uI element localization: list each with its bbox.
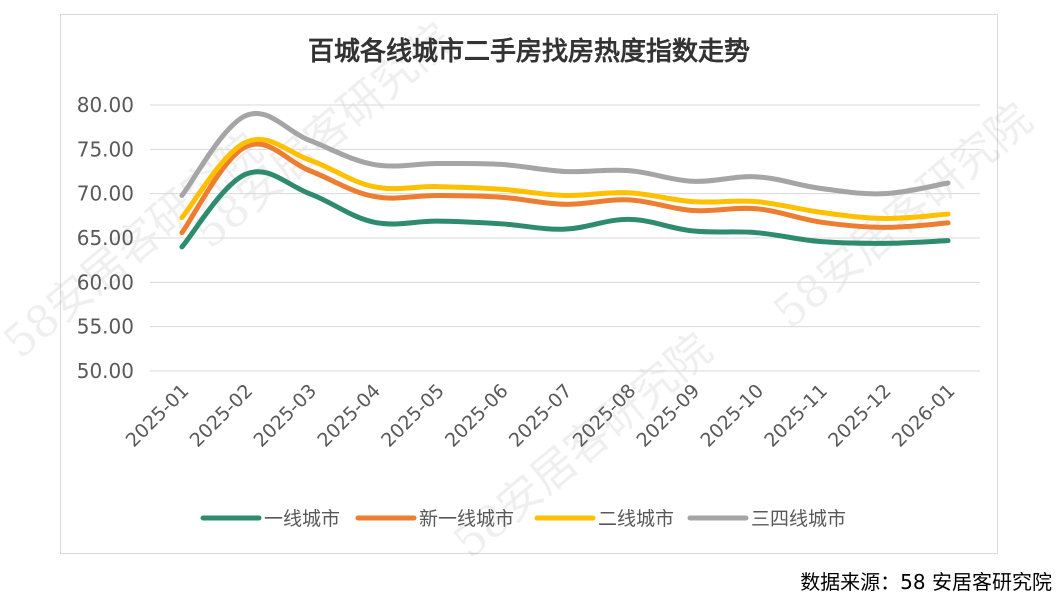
chart-frame [60,14,998,554]
y-tick-label: 80.00 [77,93,134,117]
series-line-4 [179,111,951,198]
y-tick-label: 75.00 [77,137,134,161]
x-tick-label: 2026-01 [888,380,960,452]
legend-label: 新一线城市 [419,508,514,530]
x-tick-label: 2025-02 [186,380,258,452]
x-tick-label: 2025-05 [377,380,449,452]
x-tick-label: 2025-11 [760,380,832,452]
y-tick-label: 55.00 [77,315,134,339]
y-tick-label: 65.00 [77,226,134,250]
series-layer [179,111,951,250]
y-tick-label: 60.00 [77,270,134,294]
y-tick-label: 70.00 [77,182,134,206]
series-line-2 [179,141,951,236]
x-tick-label: 2025-06 [441,380,513,452]
x-tick-label: 2025-01 [122,380,194,452]
x-tick-label: 2025-04 [313,380,385,452]
x-tick-label: 2025-03 [249,380,321,452]
legend-label: 二线城市 [598,508,674,530]
x-tick-label: 2025-10 [696,380,768,452]
series-line-1 [179,169,951,250]
x-axis: 2025-012025-022025-032025-042025-052025-… [122,380,960,452]
legend: 一线城市 新一线城市 二线城市 三四线城市 [200,508,846,530]
legend-label: 一线城市 [264,508,340,530]
legend-label: 三四线城市 [751,508,846,530]
y-axis: 50.00 55.00 60.00 65.00 70.00 75.00 80.00 [77,93,134,383]
chart-title: 百城各线城市二手房找房热度指数走势 [308,36,750,67]
data-source-note: 数据来源：58 安居客研究院 [800,570,1052,594]
x-tick-label: 2025-12 [824,380,896,452]
series-line-3 [179,136,951,221]
y-tick-label: 50.00 [77,359,134,383]
